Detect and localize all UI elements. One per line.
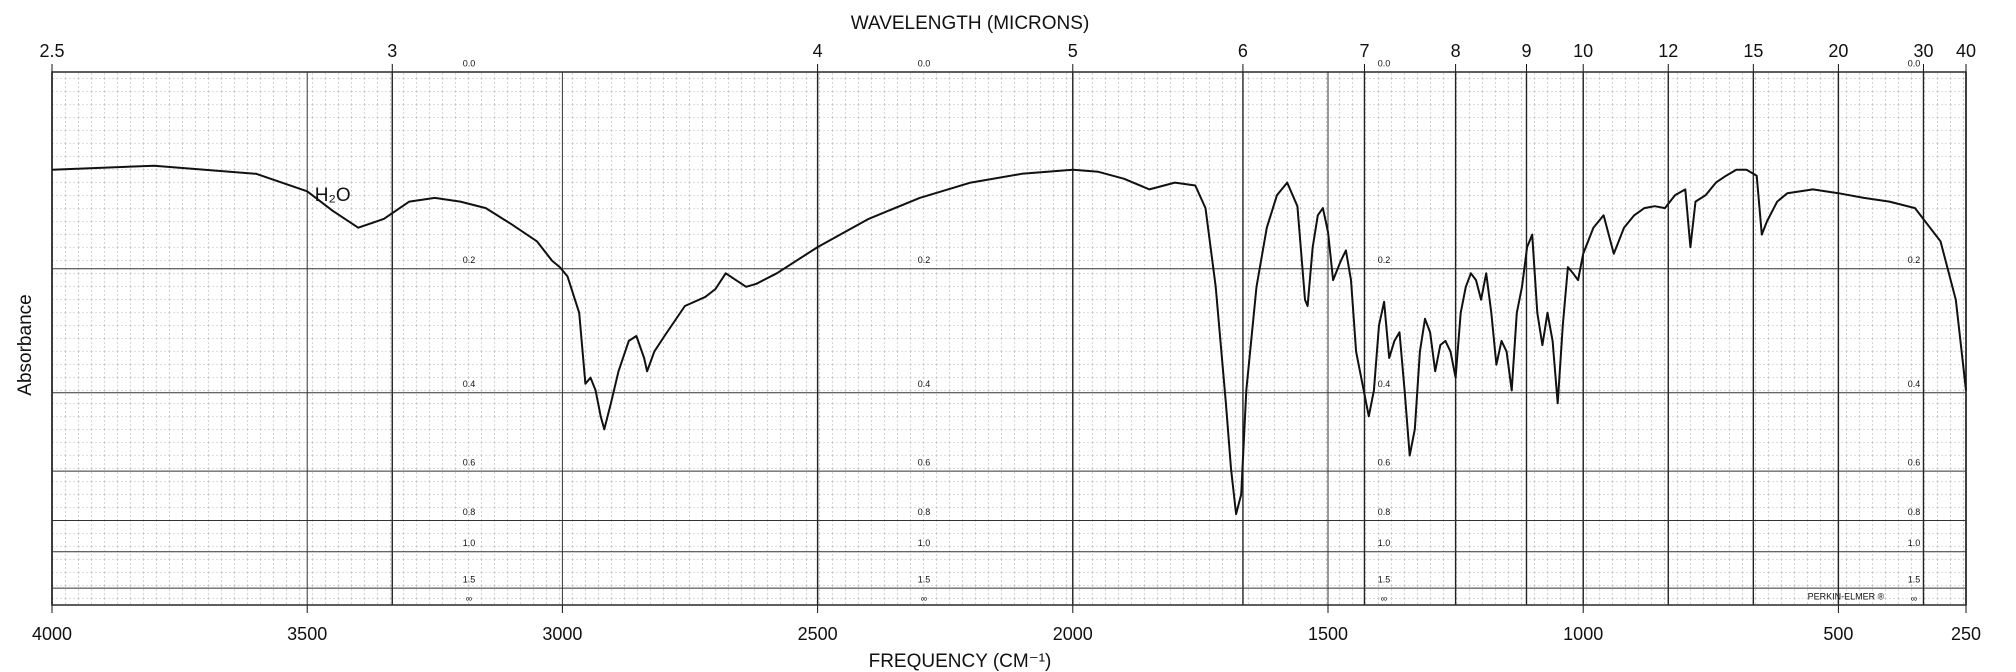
y-tick-label: 0.6: [918, 457, 931, 467]
x-axis-label: FREQUENCY (CM⁻¹): [869, 651, 1052, 672]
y-tick-label: ∞: [1381, 593, 1387, 603]
x-tick-label: 2000: [1053, 624, 1093, 644]
y-tick-label: ∞: [466, 593, 472, 603]
x2-tick-label: 15: [1743, 41, 1763, 61]
y-tick-label: ∞: [921, 593, 927, 603]
y-tick-label: 0.2: [918, 255, 931, 265]
x2-tick-label: 40: [1956, 41, 1976, 61]
y-tick-label: 1.0: [1378, 538, 1391, 548]
y-tick-label: 0.2: [1908, 255, 1921, 265]
spectrum-line: [51, 164, 1967, 516]
y-tick-label: 1.0: [918, 538, 931, 548]
y-tick-label: 0.8: [1908, 507, 1921, 517]
x2-tick-label: 5: [1068, 41, 1078, 61]
y-axis-label: Absorbance: [15, 294, 36, 395]
y-tick-label: 0.0: [463, 58, 476, 68]
y-tick-label: 1.5: [918, 575, 931, 585]
y-tick-label: 1.5: [1378, 575, 1391, 585]
x2-tick-label: 2.5: [39, 41, 64, 61]
x-tick-label: 2500: [798, 624, 838, 644]
y-tick-label: 1.0: [1908, 538, 1921, 548]
x-tick-label: 1500: [1308, 624, 1348, 644]
x-tick-label: 250: [1951, 624, 1981, 644]
x2-tick-label: 10: [1573, 41, 1593, 61]
x2-tick-label: 3: [387, 41, 397, 61]
y-tick-label: 0.4: [1908, 379, 1921, 389]
x2-tick-label: 12: [1658, 41, 1678, 61]
y-tick-label: 0.4: [1378, 379, 1391, 389]
x-tick-label: 4000: [32, 624, 72, 644]
minor-grid: [52, 72, 1966, 605]
y-tick-label: 0.8: [1378, 507, 1391, 517]
y-tick-label: 0.8: [463, 507, 476, 517]
x2-tick-label: 7: [1359, 41, 1369, 61]
y-tick-label: 0.4: [918, 379, 931, 389]
y-tick-label: 0.6: [1908, 457, 1921, 467]
y-tick-label: 0.2: [1378, 255, 1391, 265]
x2-tick-label: 6: [1238, 41, 1248, 61]
x2-tick-label: 30: [1913, 41, 1933, 61]
x-tick-label: 1000: [1563, 624, 1603, 644]
y-tick-label: 0.0: [1378, 58, 1391, 68]
y-tick-label: 1.5: [1908, 575, 1921, 585]
y-tick-label: 0.2: [463, 255, 476, 265]
annotation: H₂O: [315, 185, 351, 206]
x-tick-label: 500: [1823, 624, 1853, 644]
annotation: PERKIN-ELMER ®: [1808, 591, 1885, 601]
x2-tick-label: 20: [1828, 41, 1848, 61]
y-tick-label: 0.4: [463, 379, 476, 389]
y-tick-label: 0.6: [1378, 457, 1391, 467]
chart-title: WAVELENGTH (MICRONS): [851, 13, 1090, 34]
x-tick-label: 3000: [542, 624, 582, 644]
y-tick-label: 0.8: [918, 507, 931, 517]
y-tick-label: 0.6: [463, 457, 476, 467]
y-tick-label: 0.0: [918, 58, 931, 68]
y-tick-label: 1.5: [463, 575, 476, 585]
y-tick-label: 0.0: [1908, 58, 1921, 68]
y-tick-label: ∞: [1911, 593, 1917, 603]
x-tick-label: 3500: [287, 624, 327, 644]
x2-tick-label: 4: [813, 41, 823, 61]
x2-tick-label: 9: [1521, 41, 1531, 61]
y-tick-label: 1.0: [463, 538, 476, 548]
x2-tick-label: 8: [1451, 41, 1461, 61]
